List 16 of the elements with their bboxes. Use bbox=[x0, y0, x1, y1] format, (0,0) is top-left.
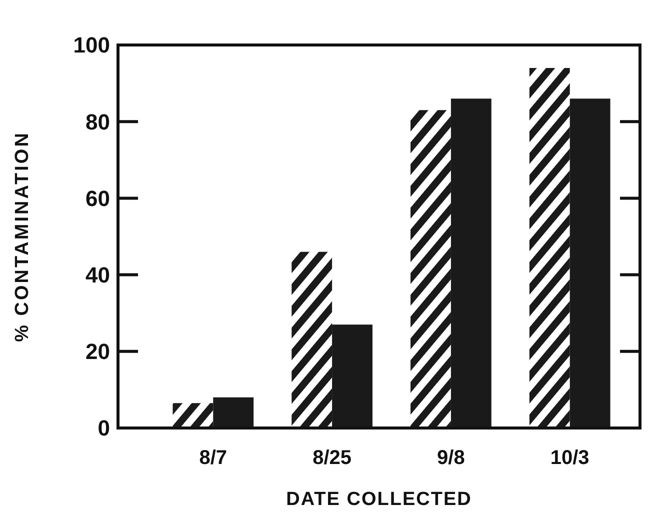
y-axis-title: % CONTAMINATION bbox=[12, 131, 33, 342]
x-tick-label: 8/7 bbox=[199, 447, 228, 469]
y-tick-label: 100 bbox=[73, 32, 110, 58]
bar bbox=[172, 403, 214, 428]
y-tick-label: 0 bbox=[98, 416, 110, 441]
x-tick-label: 8/25 bbox=[312, 447, 352, 469]
x-tick-label: 9/8 bbox=[437, 447, 465, 469]
y-tick-label: 20 bbox=[86, 339, 110, 364]
x-axis-title: DATE COLLECTED bbox=[286, 489, 472, 510]
bar bbox=[292, 252, 332, 428]
bar bbox=[529, 68, 570, 428]
y-tick-label: 60 bbox=[86, 186, 110, 211]
x-tick-label: 10/3 bbox=[550, 447, 590, 469]
y-tick-label: 40 bbox=[86, 262, 110, 288]
bar bbox=[410, 110, 451, 428]
y-tick-label: 80 bbox=[86, 109, 110, 134]
